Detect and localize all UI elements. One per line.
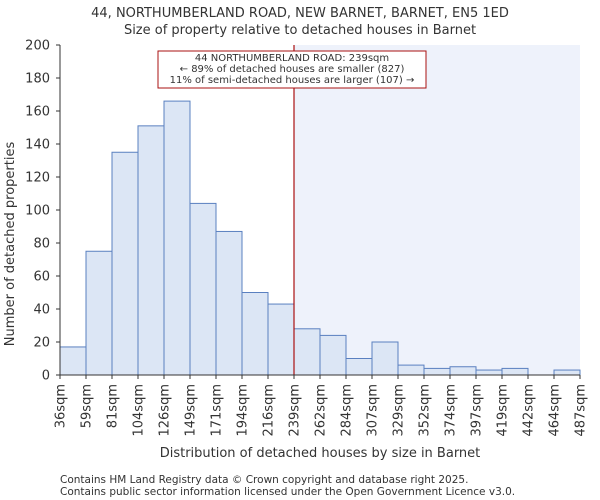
x-tick-label: 149sqm [184,384,199,437]
bar-352sqm [423,367,451,376]
y-axis-ticks: 0 20 40 60 80 100 120 140 160 180 200 [25,39,60,384]
x-axis-ticks: 36sqm 59sqm 81sqm 104sqm 126sqm 149sqm 171sqm 1… [54,375,589,437]
y-tick-label: 180 [25,72,50,87]
y-tick-label: 80 [33,237,50,252]
annotation-line-1: 44 NORTHUMBERLAND ROAD: 239sqm [195,53,389,64]
bar-104sqm [137,125,165,376]
y-tick-label: 0 [42,369,50,384]
y-tick-label: 100 [25,204,50,219]
x-tick-label: 194sqm [236,384,251,437]
bar-464sqm [553,369,581,376]
annotation-line-2: ← 89% of detached houses are smaller (82… [180,64,405,75]
y-tick-label: 120 [25,171,50,186]
x-tick-label: 104sqm [132,384,147,437]
x-tick-label: 284sqm [340,384,355,437]
x-tick-label: 419sqm [496,384,511,437]
y-axis-label: Number of detached properties [3,142,18,347]
bar-419sqm [501,367,529,376]
x-tick-label: 262sqm [314,384,329,437]
x-tick-label: 171sqm [210,384,225,437]
bar-59sqm [85,250,113,376]
x-tick-label: 352sqm [418,384,433,437]
y-tick-label: 40 [33,303,50,318]
x-axis-label: Distribution of detached houses by size … [160,446,481,461]
bar-194sqm [241,292,269,376]
footer-line-1: Contains HM Land Registry data © Crown c… [60,474,468,486]
bar-126sqm [163,100,191,376]
bar-284sqm [345,358,373,376]
highlight-region [294,45,580,375]
bar-series [59,100,581,376]
bar-374sqm [449,366,477,376]
bar-216sqm [267,303,295,376]
x-tick-label: 464sqm [548,384,563,437]
y-tick-label: 60 [33,270,50,285]
annotation-box [157,50,427,89]
x-tick-label: 442sqm [522,384,537,437]
x-tick-label: 307sqm [366,384,381,437]
x-tick-label: 81sqm [106,384,121,428]
y-tick-label: 20 [33,336,50,351]
bar-397sqm [475,369,503,376]
x-tick-label: 59sqm [80,384,95,428]
bar-239sqm [293,328,321,376]
chart-subtitle: Size of property relative to detached ho… [124,23,476,38]
footer-line-2: Contains public sector information licen… [60,486,515,498]
y-tick-label: 160 [25,105,50,120]
x-tick-label: 216sqm [262,384,277,437]
x-tick-label: 36sqm [54,384,69,428]
annotation: 44 NORTHUMBERLAND ROAD: 239sqm ← 89% of … [157,50,427,89]
bar-81sqm [111,151,139,376]
bar-262sqm [319,334,347,376]
y-tick-label: 140 [25,138,50,153]
x-tick-label: 374sqm [444,384,459,437]
chart-title: 44, NORTHUMBERLAND ROAD, NEW BARNET, BAR… [91,6,509,21]
x-tick-label: 329sqm [392,384,407,437]
x-tick-label: 487sqm [574,384,589,437]
bar-329sqm [397,364,425,376]
bar-307sqm [371,341,399,376]
x-tick-label: 397sqm [470,384,485,437]
y-tick-label: 200 [25,39,50,54]
bar-149sqm [189,202,217,376]
annotation-line-3: 11% of semi-detached houses are larger (… [170,75,415,86]
x-tick-label: 126sqm [158,384,173,437]
bar-36sqm [59,346,87,376]
x-tick-label: 239sqm [288,384,303,437]
bar-171sqm [215,230,243,376]
